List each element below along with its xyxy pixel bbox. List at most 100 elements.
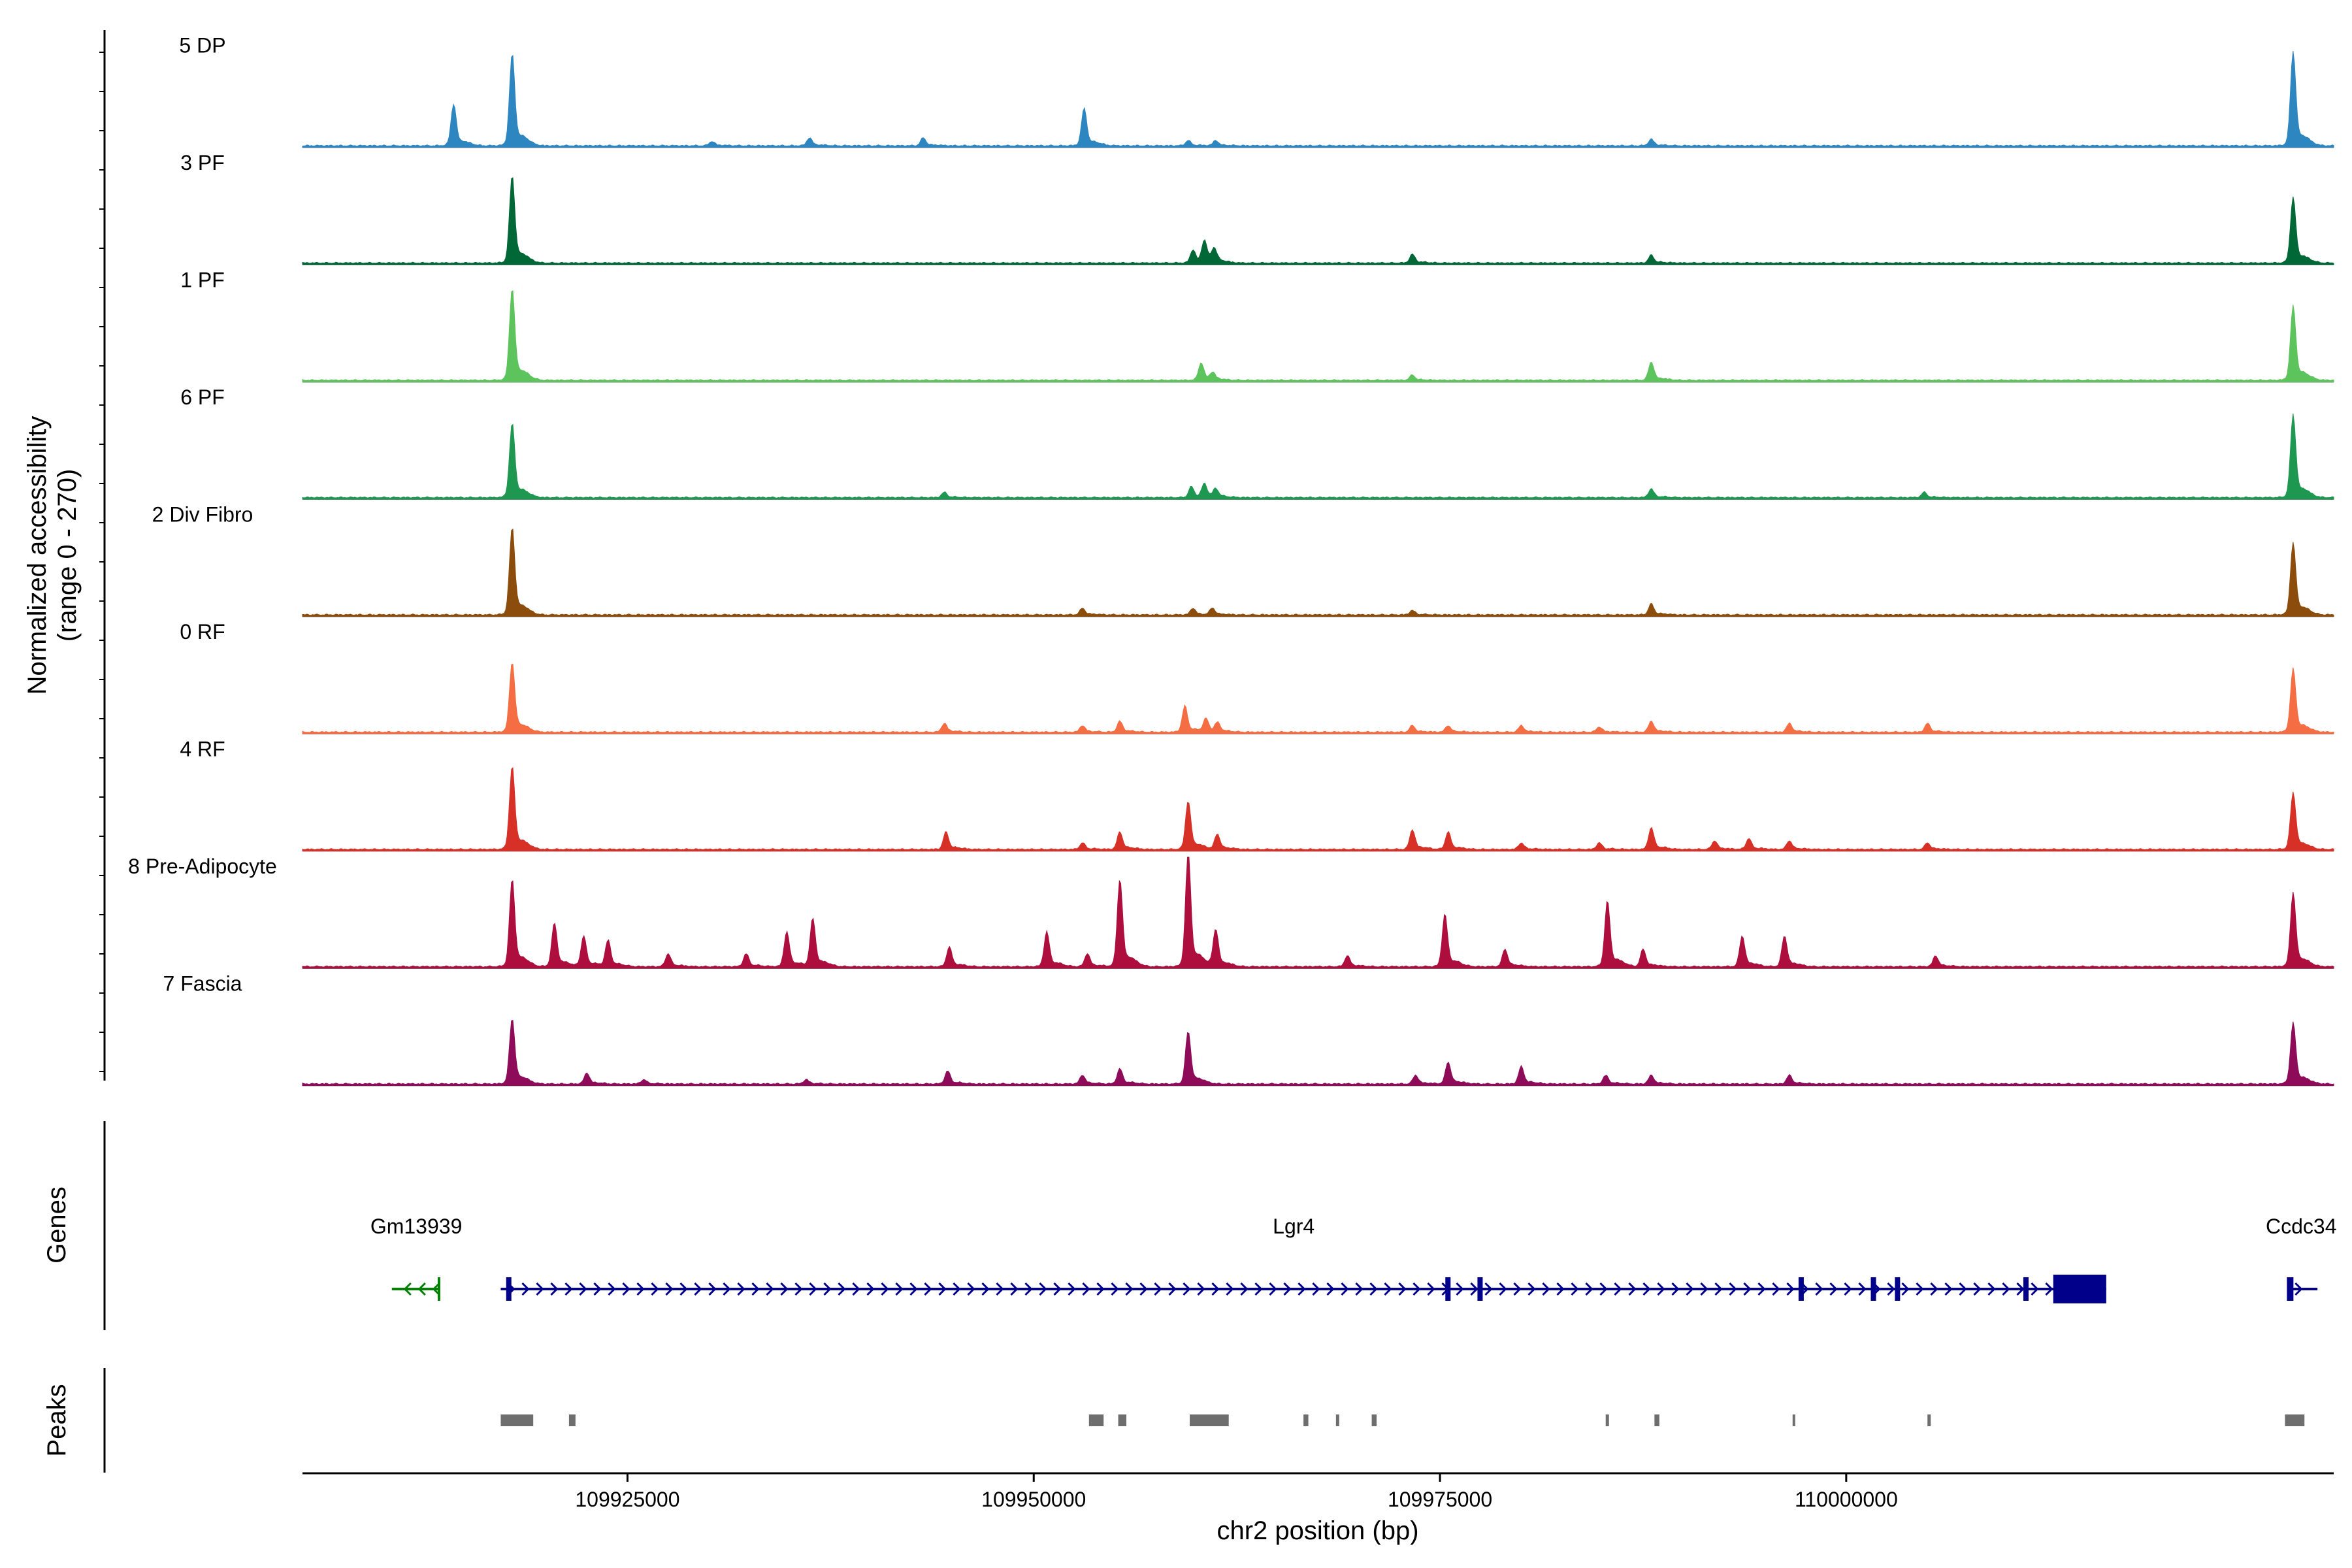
strand-chevron (1671, 1282, 1680, 1296)
track-4-rf: 4 RF (180, 738, 2334, 852)
strand-chevron (2031, 1282, 2039, 1296)
strand-chevron (1427, 1282, 1435, 1296)
coverage-area (302, 51, 2334, 148)
strand-chevron (996, 1282, 1004, 1296)
exon (2287, 1277, 2294, 1301)
track-label: 0 RF (180, 620, 225, 644)
strand-chevron (809, 1282, 817, 1296)
exon (1798, 1277, 1804, 1301)
track-0-rf: 0 RF (180, 620, 2334, 734)
peak-regions (500, 1414, 2305, 1426)
exon (1895, 1277, 1901, 1301)
track-2-div-fibro: 2 Div Fibro (152, 503, 2334, 617)
strand-chevron (679, 1282, 688, 1296)
strand-chevron (2295, 1282, 2303, 1296)
exon (1870, 1277, 1876, 1301)
gene-label: Ccdc34 (2266, 1215, 2337, 1238)
strand-chevron (432, 1282, 440, 1296)
track-7-fascia: 7 Fascia (163, 972, 2334, 1086)
coverage-area (302, 414, 2334, 500)
peak-region (1605, 1414, 1609, 1426)
strand-chevron (1053, 1282, 1062, 1296)
strand-chevron (1312, 1282, 1320, 1296)
peak-region (500, 1414, 534, 1426)
peak-region (1303, 1414, 1309, 1426)
strand-chevron (636, 1282, 645, 1296)
coverage-area (302, 290, 2334, 382)
strand-chevron (1743, 1282, 1752, 1296)
strand-chevron (780, 1282, 789, 1296)
strand-chevron (1125, 1282, 1134, 1296)
exon (506, 1277, 512, 1301)
y-axis-title-line1: Normalized accessibility (23, 416, 52, 695)
strand-chevron (1657, 1282, 1665, 1296)
genes-panel-title: Genes (42, 1186, 71, 1264)
strand-chevron (1829, 1282, 1838, 1296)
gene-gm13939: Gm13939 (370, 1215, 463, 1296)
strand-chevron (708, 1282, 717, 1296)
strand-chevron (665, 1282, 674, 1296)
strand-chevron (1369, 1282, 1378, 1296)
x-tick-label: 109975000 (1388, 1488, 1492, 1511)
x-tick-label: 109950000 (981, 1488, 1086, 1511)
coverage-area (302, 663, 2334, 734)
strand-chevron (1298, 1282, 1306, 1296)
strand-chevron (1542, 1282, 1550, 1296)
gene-lgr4: Lgr4 (500, 1215, 2106, 1296)
peaks-panel-title: Peaks (42, 1384, 71, 1456)
coverage-y-ticks (99, 52, 105, 1072)
strand-chevron (521, 1282, 530, 1296)
strand-chevron (1614, 1282, 1622, 1296)
strand-chevron (1599, 1282, 1608, 1296)
strand-chevron (1355, 1282, 1364, 1296)
strand-chevron (564, 1282, 573, 1296)
track-label: 1 PF (180, 269, 225, 292)
gene-label: Gm13939 (370, 1215, 463, 1238)
strand-chevron (1384, 1282, 1392, 1296)
strand-chevron (1571, 1282, 1579, 1296)
coverage-area (302, 177, 2334, 265)
strand-chevron (1039, 1282, 1047, 1296)
strand-chevron (967, 1282, 975, 1296)
strand-chevron (1398, 1282, 1407, 1296)
strand-chevron (1556, 1282, 1565, 1296)
coverage-tracks: 5 DP 3 PF 1 PF 6 PF 2 Div Fibro 0 RF 4 RF 8 Pre… (128, 34, 2334, 1086)
strand-chevron (1987, 1282, 1996, 1296)
strand-chevron (1858, 1282, 1867, 1296)
strand-chevron (608, 1282, 616, 1296)
strand-chevron (2045, 1282, 2053, 1296)
strand-chevron (838, 1282, 846, 1296)
strand-chevron (1168, 1282, 1177, 1296)
strand-chevron (1944, 1282, 1953, 1296)
peak-region (568, 1414, 576, 1426)
strand-chevron (1772, 1282, 1780, 1296)
track-8-pre-adipocyte: 8 Pre-Adipocyte (128, 855, 2334, 969)
strand-chevron (1484, 1282, 1493, 1296)
peak-region (2285, 1414, 2305, 1426)
x-axis-ticks: 109925000 109950000 109975000 110000000 (575, 1473, 1898, 1511)
strand-chevron (1499, 1282, 1507, 1296)
coverage-area (302, 767, 2334, 851)
peak-region (1792, 1414, 1795, 1426)
strand-chevron (1700, 1282, 1708, 1296)
strand-chevron (1024, 1282, 1033, 1296)
strand-chevron (1714, 1282, 1723, 1296)
strand-chevron (938, 1282, 947, 1296)
strand-chevron (1269, 1282, 1277, 1296)
exon (2023, 1277, 2029, 1301)
strand-chevron (1930, 1282, 1938, 1296)
strand-chevron (1197, 1282, 1205, 1296)
strand-chevron (1068, 1282, 1076, 1296)
strand-chevron (1139, 1282, 1148, 1296)
strand-chevron (536, 1282, 544, 1296)
strand-chevron (1628, 1282, 1637, 1296)
strand-chevron (823, 1282, 832, 1296)
track-label: 3 PF (180, 151, 225, 174)
strand-chevron (1527, 1282, 1536, 1296)
x-tick-label: 109925000 (575, 1488, 679, 1511)
strand-chevron (866, 1282, 875, 1296)
strand-chevron (1513, 1282, 1522, 1296)
track-label: 4 RF (180, 738, 225, 761)
strand-chevron (403, 1282, 412, 1296)
